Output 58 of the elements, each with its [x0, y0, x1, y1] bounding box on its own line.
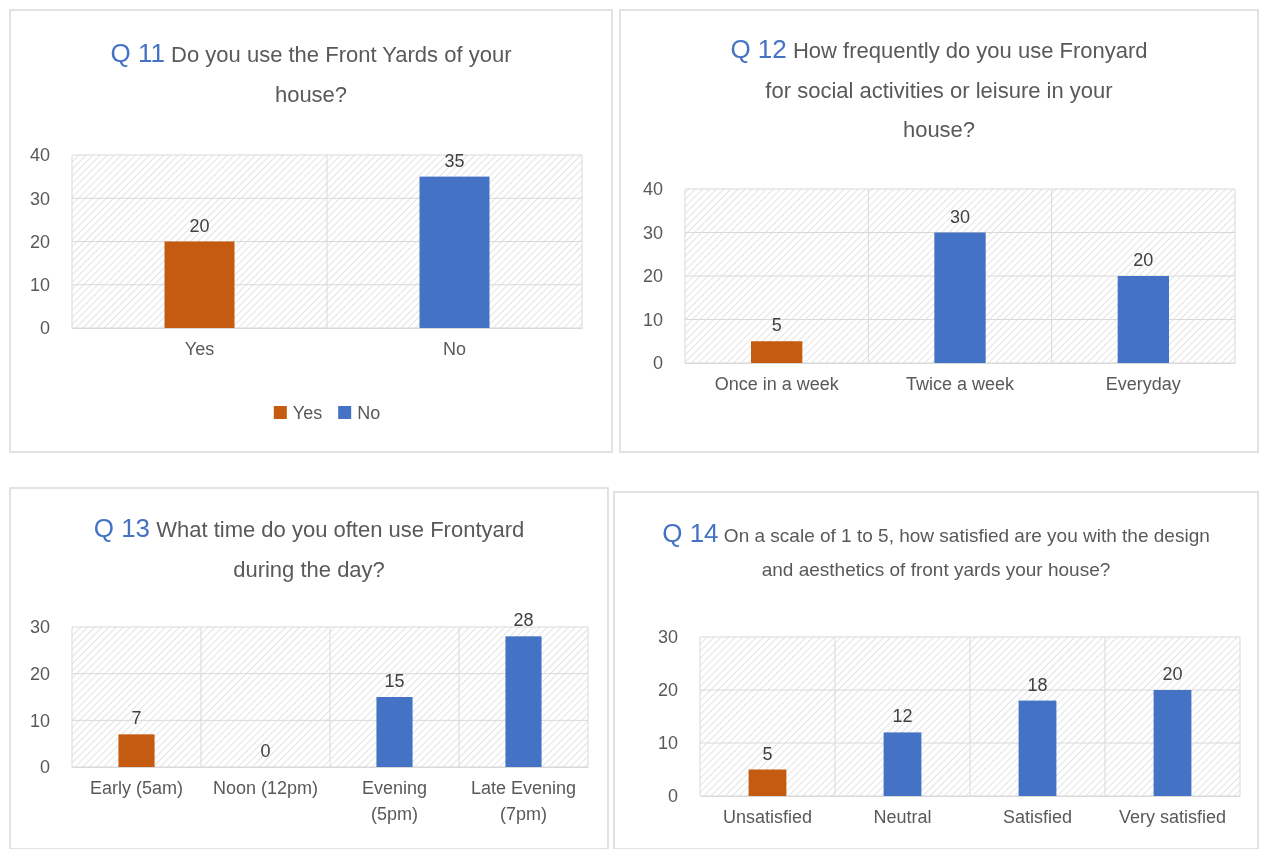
- bar: [1018, 700, 1057, 796]
- data-label: 28: [513, 610, 534, 631]
- bar: [1153, 690, 1192, 796]
- x-tick-label: Neutral: [873, 806, 932, 827]
- x-tick-label: Unsatisfied: [722, 806, 813, 827]
- data-label: 15: [384, 671, 405, 691]
- legend-label: Yes: [292, 403, 323, 423]
- y-tick-label: 20: [29, 663, 50, 684]
- legend-label: No: [357, 403, 381, 423]
- data-label: 0: [260, 741, 271, 761]
- data-label: 5: [762, 743, 773, 764]
- y-tick-label: 20: [29, 231, 50, 252]
- x-tick-label: Noon (12pm): [212, 777, 319, 798]
- y-tick-label: 40: [642, 179, 663, 200]
- y-tick-label: 30: [642, 222, 663, 243]
- x-tick-label: Late Evening (7pm): [470, 777, 577, 824]
- data-label: 20: [189, 215, 210, 236]
- y-tick-label: 10: [29, 275, 50, 296]
- chart-title: Q 14 On a scale of 1 to 5, how satisfied are you with the design and aesthetics of front yards your house?: [662, 518, 1210, 581]
- x-tick-label: Satisfied: [1002, 806, 1073, 827]
- chart-title: Q 13 What time do you often use Frontyard during the day?: [93, 513, 525, 582]
- bar: [1117, 276, 1169, 363]
- bar: [505, 636, 542, 767]
- y-tick-label: 10: [642, 309, 663, 330]
- y-tick-label: 0: [39, 757, 50, 778]
- x-tick-label: Once in a week: [714, 373, 840, 394]
- y-tick-label: 0: [652, 353, 663, 374]
- data-label: 35: [444, 150, 465, 171]
- data-label: 18: [1027, 674, 1048, 695]
- y-tick-label: 10: [29, 710, 50, 731]
- data-label: 5: [771, 315, 782, 336]
- y-tick-label: 30: [657, 627, 678, 648]
- y-tick-label: 30: [29, 617, 50, 638]
- y-tick-label: 20: [657, 680, 678, 701]
- x-tick-label: Early (5am): [89, 777, 184, 798]
- y-tick-label: 0: [667, 786, 678, 807]
- bar: [934, 232, 986, 363]
- data-label: 30: [949, 206, 971, 227]
- y-tick-label: 30: [29, 188, 50, 209]
- data-label: 20: [1162, 664, 1183, 684]
- y-tick-label: 0: [39, 318, 50, 339]
- chart-title: Q 11 Do you use the Front Yards of your house?: [110, 38, 512, 107]
- bar: [883, 732, 922, 796]
- x-tick-label: Evening (5pm): [361, 777, 428, 824]
- data-label: 20: [1133, 250, 1154, 270]
- bar: [748, 769, 787, 796]
- bar: [751, 341, 803, 363]
- x-tick-label: Twice a week: [905, 373, 1016, 394]
- data-label: 7: [131, 708, 142, 729]
- y-tick-label: 40: [29, 145, 50, 166]
- bar: [118, 734, 155, 767]
- y-tick-label: 10: [657, 733, 678, 754]
- data-label: 12: [892, 706, 913, 727]
- chart-title: Q 12 How frequently do you use Fronyard for social activities or leisure in your house?: [730, 34, 1148, 143]
- bar: [376, 697, 413, 767]
- x-tick-label: Very satisfied: [1118, 806, 1227, 827]
- y-tick-label: 20: [642, 266, 663, 287]
- x-tick-label: Everyday: [1105, 373, 1181, 394]
